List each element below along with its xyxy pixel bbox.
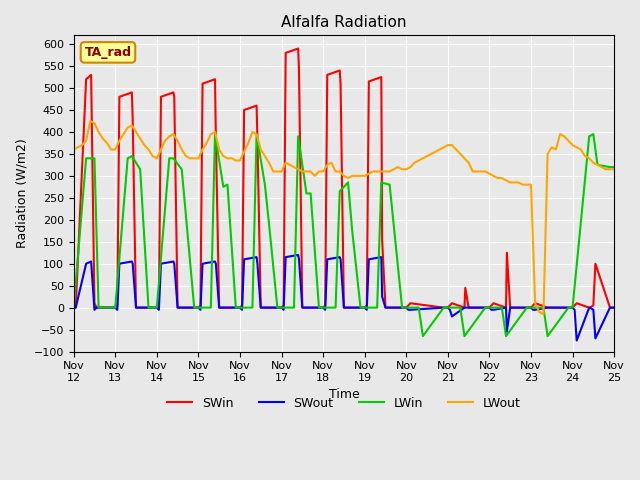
LWin xyxy=(481,305,489,311)
LWin xyxy=(211,131,219,137)
LWout xyxy=(70,146,77,152)
SWout xyxy=(70,305,77,311)
LWin xyxy=(303,191,310,196)
LWin xyxy=(419,333,427,339)
LWout xyxy=(486,171,493,177)
LWout xyxy=(124,125,132,131)
SWout xyxy=(573,337,580,343)
Title: Alfalfa Radiation: Alfalfa Radiation xyxy=(281,15,406,30)
SWout xyxy=(195,305,202,311)
Line: SWout: SWout xyxy=(74,255,614,340)
LWin xyxy=(278,305,285,311)
LWin xyxy=(611,164,618,170)
LWin xyxy=(111,305,119,311)
LWin xyxy=(70,305,77,311)
SWin xyxy=(195,305,202,311)
SWin xyxy=(294,46,302,51)
LWout xyxy=(244,140,252,146)
LWout xyxy=(286,162,294,168)
SWout xyxy=(611,305,618,311)
SWin xyxy=(70,305,77,311)
LWin xyxy=(586,133,593,139)
Line: LWin: LWin xyxy=(74,134,614,336)
SWin xyxy=(381,305,389,311)
Y-axis label: Radiation (W/m2): Radiation (W/m2) xyxy=(15,139,28,248)
LWin xyxy=(136,167,144,172)
SWin xyxy=(340,305,348,311)
X-axis label: Time: Time xyxy=(328,388,359,401)
SWout xyxy=(589,307,597,312)
Text: TA_rad: TA_rad xyxy=(84,46,131,59)
SWin xyxy=(170,94,178,100)
Legend: SWin, SWout, LWin, LWout: SWin, SWout, LWin, LWout xyxy=(162,392,526,415)
SWout xyxy=(571,307,579,312)
Line: LWout: LWout xyxy=(74,121,614,314)
SWout xyxy=(294,252,302,258)
SWin xyxy=(586,305,594,311)
SWout xyxy=(381,305,389,311)
SWin xyxy=(611,305,618,311)
SWout xyxy=(340,305,348,311)
LWout xyxy=(273,168,281,174)
Line: SWin: SWin xyxy=(74,48,614,308)
LWout xyxy=(540,312,547,317)
LWout xyxy=(86,118,94,124)
SWin xyxy=(571,302,579,308)
SWout xyxy=(170,261,178,266)
LWout xyxy=(348,173,356,179)
LWout xyxy=(611,167,618,172)
